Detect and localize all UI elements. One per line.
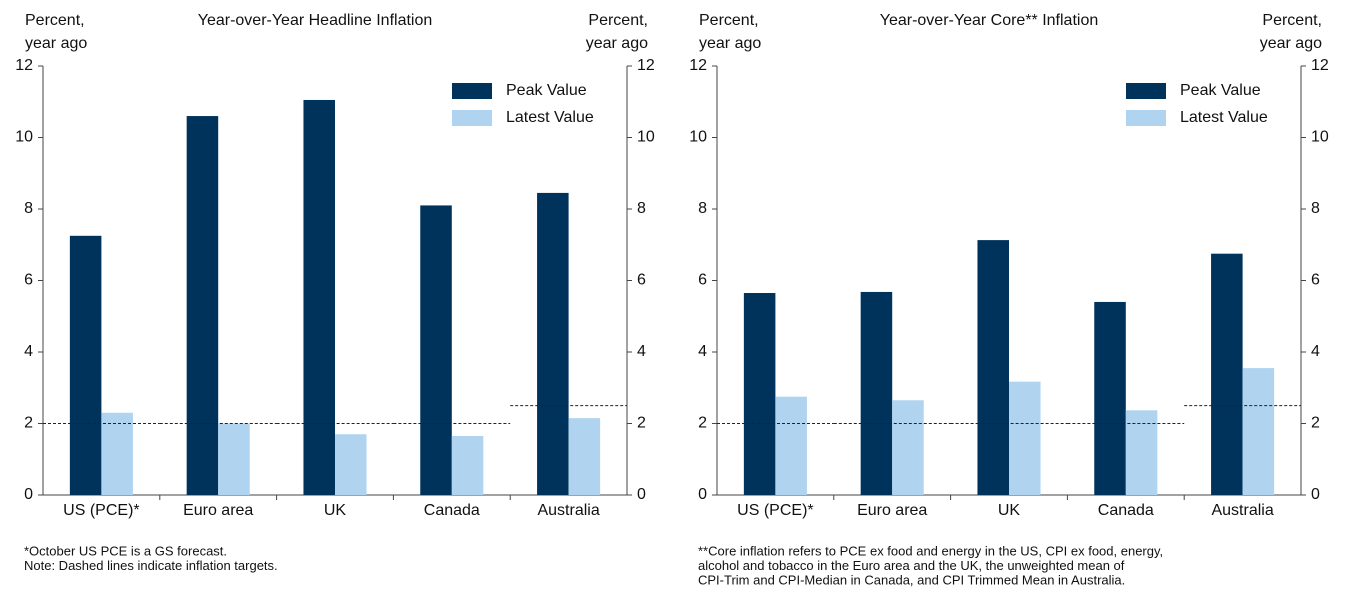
legend-swatch	[452, 110, 492, 126]
y2-tick-label: 2	[637, 415, 646, 432]
legend-swatch	[1126, 83, 1166, 99]
x-tick-label: Euro area	[857, 502, 927, 519]
bar	[303, 99, 335, 496]
y-tick-label: 6	[24, 272, 33, 289]
legend-label: Peak Value	[1180, 82, 1261, 99]
y2-tick-label: 6	[1311, 272, 1320, 289]
y2-tick-label: 12	[637, 57, 655, 74]
bar	[568, 418, 601, 495]
y2-axis-label: year ago	[586, 35, 648, 52]
bar	[743, 293, 776, 495]
y-tick-label: 6	[698, 272, 707, 289]
y2-axis-label: Percent,	[588, 12, 648, 29]
bar	[1211, 253, 1243, 495]
x-tick-label: US (PCE)*	[63, 502, 139, 519]
bar	[1094, 301, 1126, 495]
y2-tick-label: 8	[1311, 200, 1320, 217]
y2-tick-label: 12	[1311, 57, 1329, 74]
x-tick-label: Canada	[1098, 502, 1154, 519]
bar	[860, 291, 893, 495]
legend-label: Latest Value	[506, 109, 594, 126]
x-tick-label: Euro area	[183, 502, 253, 519]
y-axis-label: Percent,	[25, 12, 85, 29]
y2-tick-label: 10	[1311, 129, 1329, 146]
legend-label: Peak Value	[506, 82, 587, 99]
x-tick-label: UK	[998, 502, 1021, 519]
bar	[186, 116, 219, 496]
y-tick-label: 4	[24, 343, 33, 360]
y-tick-label: 2	[698, 415, 707, 432]
y2-tick-label: 8	[637, 200, 646, 217]
note: **Core inflation refers to PCE ex food a…	[698, 543, 1163, 558]
y2-tick-label: 2	[1311, 415, 1320, 432]
y2-tick-label: 0	[1311, 486, 1320, 503]
legend-swatch	[452, 83, 492, 99]
bar	[775, 396, 807, 495]
bar	[218, 423, 250, 495]
y2-tick-label: 6	[637, 272, 646, 289]
x-tick-label: US (PCE)*	[737, 502, 813, 519]
y-axis-label: year ago	[699, 35, 761, 52]
y-tick-label: 2	[24, 415, 33, 432]
bar	[892, 400, 924, 495]
y2-axis-label: year ago	[1260, 35, 1322, 52]
bar	[451, 436, 484, 495]
bar	[977, 240, 1009, 495]
y-axis-label: Percent,	[699, 12, 759, 29]
y-tick-label: 12	[15, 57, 33, 74]
y2-tick-label: 4	[1311, 343, 1320, 360]
bar	[537, 192, 569, 495]
y2-axis-label: Percent,	[1262, 12, 1322, 29]
legend-label: Latest Value	[1180, 109, 1268, 126]
note: *October US PCE is a GS forecast.	[24, 543, 227, 558]
y2-tick-label: 4	[637, 343, 646, 360]
y-tick-label: 10	[15, 129, 33, 146]
y-tick-label: 8	[24, 200, 33, 217]
y2-tick-label: 0	[637, 486, 646, 503]
y-tick-label: 8	[698, 200, 707, 217]
x-tick-label: Canada	[424, 502, 480, 519]
x-tick-label: Australia	[1211, 502, 1273, 519]
note: CPI-Trim and CPI-Median in Canada, and C…	[698, 572, 1125, 587]
chart-title: Year-over-Year Core** Inflation	[880, 12, 1099, 29]
y-axis-label: year ago	[25, 35, 87, 52]
chart-title: Year-over-Year Headline Inflation	[198, 12, 433, 29]
x-tick-label: UK	[324, 502, 347, 519]
y-tick-label: 10	[689, 129, 707, 146]
bar	[420, 205, 452, 496]
y-tick-label: 0	[24, 486, 33, 503]
bar	[101, 412, 133, 495]
y2-tick-label: 10	[637, 129, 655, 146]
legend-swatch	[1126, 110, 1166, 126]
y-tick-label: 12	[689, 57, 707, 74]
note: alcohol and tobacco in the Euro area and…	[698, 558, 1125, 573]
note: Note: Dashed lines indicate inflation ta…	[24, 558, 278, 573]
bar	[1009, 381, 1041, 495]
y-tick-label: 0	[698, 486, 707, 503]
x-tick-label: Australia	[537, 502, 599, 519]
bar	[1125, 410, 1158, 495]
bar	[69, 235, 102, 495]
bar	[335, 434, 367, 495]
y-tick-label: 4	[698, 343, 707, 360]
bar	[1242, 368, 1275, 495]
